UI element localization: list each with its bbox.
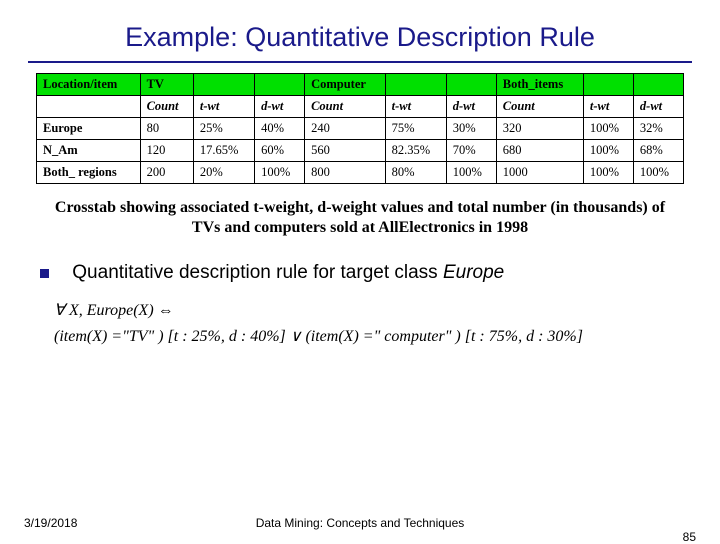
formula-block: ∀ X, Europe(X) ⇔ (item(X) ="TV" ) [t : 2… xyxy=(0,284,720,349)
slide-title: Example: Quantitative Description Rule xyxy=(0,0,720,61)
slide-footer: 3/19/2018 Data Mining: Concepts and Tech… xyxy=(0,516,720,530)
hdr-location: Location/item xyxy=(37,74,141,96)
formula-line-2: (item(X) ="TV" ) [t : 25%, d : 40%] ∨ (i… xyxy=(54,324,680,350)
formula-line-1: ∀ X, Europe(X) ⇔ xyxy=(54,298,680,324)
bullet-icon xyxy=(40,269,49,278)
footer-date: 3/19/2018 xyxy=(24,516,77,530)
footer-page: 85 xyxy=(683,530,696,544)
title-rule xyxy=(28,61,692,63)
hdr-tv: TV xyxy=(140,74,193,96)
table-header-row-2: Count t-wt d-wt Count t-wt d-wt Count t-… xyxy=(37,96,684,118)
table-row: Europe 80 25% 40% 240 75% 30% 320 100% 3… xyxy=(37,118,684,140)
footer-center: Data Mining: Concepts and Techniques xyxy=(0,516,720,530)
bullet-text: Quantitative description rule for target… xyxy=(72,262,504,283)
hdr-computer: Computer xyxy=(305,74,386,96)
hdr-both: Both_items xyxy=(496,74,583,96)
table-caption: Crosstab showing associated t-weight, d-… xyxy=(0,184,720,248)
bullet-line: Quantitative description rule for target… xyxy=(0,248,720,284)
crosstab-table: Location/item TV Computer Both_items Cou… xyxy=(36,73,684,184)
table-row: Both_ regions 200 20% 100% 800 80% 100% … xyxy=(37,162,684,184)
table-header-row-1: Location/item TV Computer Both_items xyxy=(37,74,684,96)
table-row: N_Am 120 17.65% 60% 560 82.35% 70% 680 1… xyxy=(37,140,684,162)
crosstab-table-wrap: Location/item TV Computer Both_items Cou… xyxy=(0,73,720,184)
